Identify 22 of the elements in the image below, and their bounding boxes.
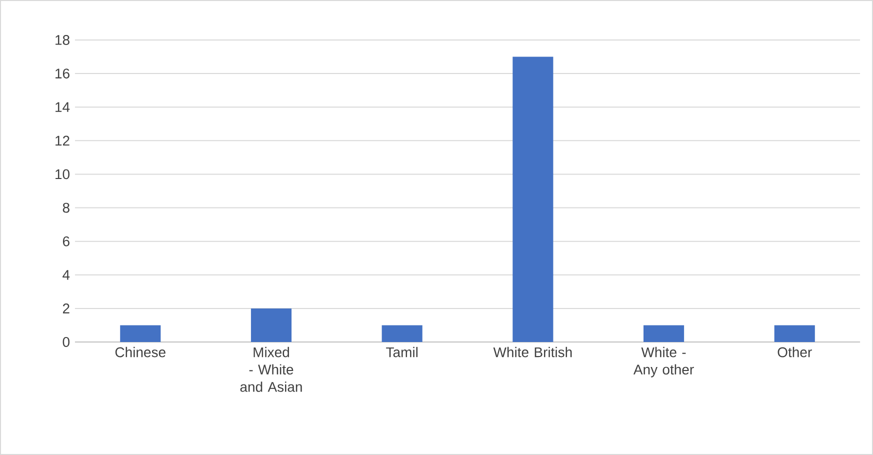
x-tick-label: Tamil xyxy=(386,346,418,358)
y-tick-label: 12 xyxy=(56,136,70,146)
bar xyxy=(382,325,422,342)
y-tick-label: 2 xyxy=(62,304,70,314)
bar xyxy=(643,325,684,342)
bar xyxy=(250,308,292,342)
y-tick-label: 4 xyxy=(62,270,70,280)
y-tick-label: 14 xyxy=(56,102,70,112)
x-tick-label: Chinese xyxy=(115,346,166,358)
bar xyxy=(120,325,161,342)
y-tick-label: 10 xyxy=(56,169,70,180)
y-tick-label: 16 xyxy=(56,68,70,79)
y-tick-label: 8 xyxy=(62,202,70,213)
bar xyxy=(774,325,815,342)
x-tick-label: Other xyxy=(778,346,812,358)
y-tick-label: 18 xyxy=(56,35,70,45)
x-tick-label: White - Any other xyxy=(633,346,694,378)
y-tick-label: 0 xyxy=(62,337,70,347)
y-tick-label: 6 xyxy=(62,236,70,246)
x-tick-label: Mixed - White and Asian xyxy=(240,346,302,392)
bar xyxy=(512,56,554,342)
x-tick-label: White British xyxy=(493,346,572,358)
